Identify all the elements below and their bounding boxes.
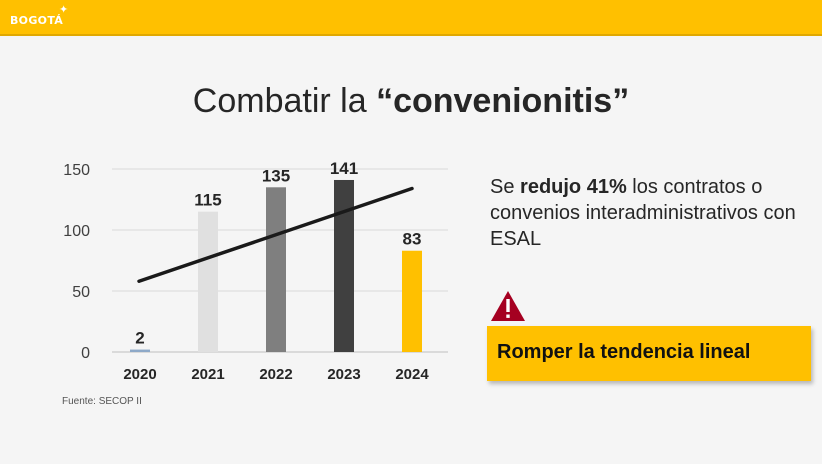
source-note: Fuente: SECOP II — [62, 396, 142, 407]
x-tick-label: 2023 — [327, 366, 360, 383]
y-tick-label: 150 — [63, 162, 90, 179]
data-label-2022: 135 — [262, 166, 290, 185]
header-bar: BOGOTÁ ✦ — [0, 0, 822, 36]
bar-2022 — [266, 187, 286, 352]
data-label-2023: 141 — [330, 159, 358, 178]
bar-2024 — [402, 250, 422, 352]
star-icon: ✦ — [59, 4, 69, 16]
callout-text: Romper la tendencia lineal — [497, 341, 751, 363]
trend-line — [137, 186, 414, 283]
data-label-2024: 83 — [403, 230, 422, 249]
callout-box: Romper la tendencia lineal — [487, 326, 811, 381]
statement-part1: Se — [490, 176, 521, 198]
bar-2021 — [198, 211, 218, 352]
x-tick-label: 2024 — [395, 366, 429, 383]
title-emphasis: “convenionitis” — [376, 82, 630, 120]
y-tick-label: 0 — [81, 345, 90, 362]
bar-2023 — [334, 179, 354, 352]
title-prefix: Combatir la — [192, 82, 377, 120]
bogota-logo: BOGOTÁ — [10, 14, 64, 27]
x-tick-label: 2022 — [259, 366, 292, 383]
warning-icon — [491, 291, 525, 321]
x-tick-label: 2020 — [123, 366, 156, 383]
bar-2020 — [130, 349, 150, 352]
statement-part2: los contratos o convenios interadministr… — [490, 176, 796, 250]
y-tick-label: 100 — [63, 223, 90, 240]
y-tick-label: 50 — [72, 284, 90, 301]
statement-bold: redujo 41% — [520, 176, 627, 198]
x-tick-label: 2021 — [191, 366, 224, 383]
data-label-2021: 115 — [194, 191, 221, 210]
page-title: Combatir la “convenionitis” — [0, 82, 822, 121]
data-label-2020: 2 — [135, 329, 144, 348]
reduction-statement: Se redujo 41% los contratos o convenios … — [490, 174, 810, 252]
